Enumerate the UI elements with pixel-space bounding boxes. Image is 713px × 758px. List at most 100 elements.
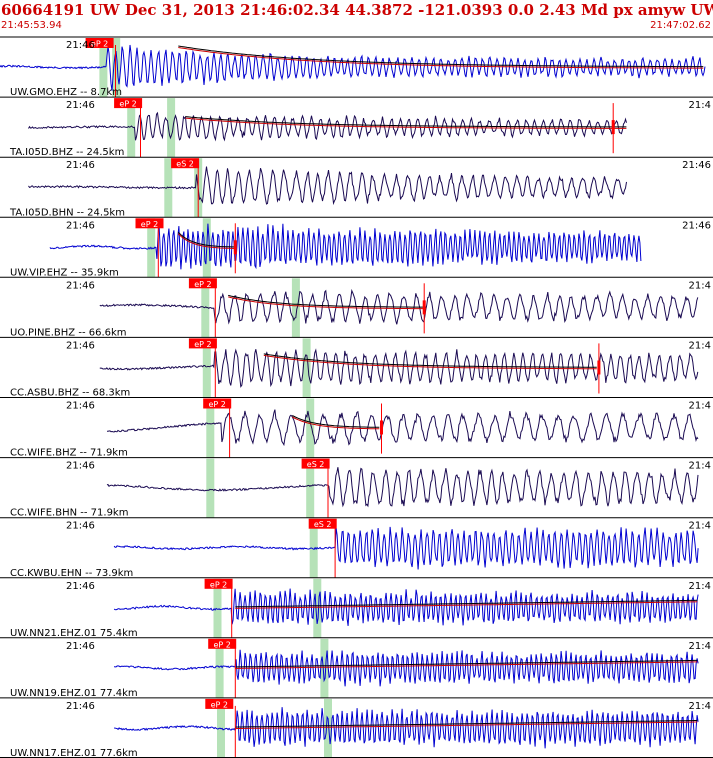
- waveform-trace: [99, 288, 699, 325]
- panel-time-label: 21:46: [66, 100, 95, 111]
- phase-pick-label: eS 2: [307, 460, 325, 469]
- coda-end-tick: [611, 120, 615, 135]
- panel-time-label: 21:46: [66, 40, 95, 51]
- coda-fit-line: [178, 47, 704, 69]
- waveform-trace: [113, 588, 699, 626]
- window-end-time: 21:47:02.62: [650, 20, 711, 31]
- station-label: TA.I05D.BHN -- 24.5km: [9, 207, 125, 218]
- coda-end-tick: [422, 300, 426, 315]
- window-start-time: 21:45:53.94: [1, 20, 62, 31]
- phase-pick-label: eP 2: [211, 700, 228, 709]
- panel-time-label: 21:46: [66, 160, 95, 171]
- waveform-trace: [49, 221, 642, 270]
- analysis-window-band: [302, 338, 311, 398]
- phase-pick-label: eP 2: [209, 400, 226, 409]
- waveform-trace: [107, 409, 699, 447]
- phase-pick-label: eP 2: [141, 220, 158, 229]
- panel-time-label-right: 21:4: [689, 280, 711, 291]
- analysis-window-band: [306, 458, 315, 518]
- analysis-window-band: [215, 638, 224, 698]
- station-label: UW.NN17.EHZ.01 77.6km: [10, 748, 138, 758]
- analysis-window-band: [167, 98, 176, 158]
- coda-end-tick: [233, 240, 237, 255]
- coda-envelope-line: [235, 720, 698, 728]
- coda-envelope-line: [185, 116, 627, 128]
- waveform-trace: [106, 467, 699, 508]
- phase-pick-box: [171, 158, 200, 169]
- analysis-window-band: [320, 638, 329, 698]
- waveform-trace: [113, 649, 699, 687]
- waveform-trace: [0, 44, 706, 91]
- coda-envelope-line: [228, 294, 427, 308]
- analysis-window-band: [213, 578, 222, 638]
- coda-end-tick: [380, 420, 383, 435]
- coda-fit-line: [235, 601, 698, 609]
- panel-time-label: 21:46: [66, 220, 95, 231]
- phase-pick-box: [308, 518, 337, 529]
- analysis-window-band: [306, 398, 315, 458]
- waveform-trace: [28, 166, 627, 206]
- analysis-window-band: [309, 518, 318, 578]
- coda-envelope-line: [235, 659, 698, 668]
- phase-pick-label: eP 2: [194, 280, 211, 289]
- coda-fit-line: [235, 661, 698, 669]
- coda-end-tick: [597, 360, 601, 375]
- panel-time-label: 21:46: [66, 280, 95, 291]
- station-label: CC.WIFE.BHN -- 71.9km: [10, 508, 128, 519]
- phase-pick-box: [208, 638, 237, 649]
- phase-pick-box: [188, 338, 217, 349]
- panel-time-label: 21:46: [66, 701, 95, 712]
- panel-time-label-right: 21:46: [682, 160, 711, 171]
- phase-pick-box: [301, 458, 330, 469]
- coda-fit-line: [263, 354, 597, 370]
- analysis-window-band: [99, 38, 108, 98]
- waveform-trace: [99, 348, 699, 388]
- station-label: UW.NN21.EHZ.01 75.4km: [10, 628, 138, 639]
- panel-time-label: 21:46: [66, 581, 95, 592]
- station-label: UW.VIP.EHZ -- 35.9km: [10, 267, 119, 278]
- phase-pick-box: [135, 218, 164, 229]
- analysis-window-band: [206, 398, 215, 458]
- station-label: CC.WIFE.BHZ -- 71.9km: [10, 448, 128, 459]
- coda-envelope-line: [292, 415, 380, 428]
- panel-time-label-right: 21:4: [689, 701, 711, 712]
- panel-time-label-right: 21:4: [689, 461, 711, 472]
- analysis-window-band: [127, 98, 136, 158]
- phase-pick-label: eS 2: [314, 520, 332, 529]
- phase-pick-label: eP 2: [214, 640, 231, 649]
- station-label: CC.KWBU.EHN -- 73.9km: [10, 568, 133, 579]
- panel-time-label-right: 21:46: [682, 220, 711, 231]
- panel-time-label: 21:46: [66, 521, 95, 532]
- panel-time-label-right: 21:4: [689, 521, 711, 532]
- panel-time-label: 21:46: [66, 641, 95, 652]
- panel-time-label-right: 21:4: [689, 100, 711, 111]
- coda-fit-line: [228, 296, 427, 310]
- analysis-window-band: [206, 458, 215, 518]
- phase-pick-box: [204, 578, 233, 589]
- panel-time-label-right: 21:4: [689, 581, 711, 592]
- coda-envelope-line: [177, 231, 236, 248]
- panel-time-label: 21:46: [66, 401, 95, 412]
- phase-pick-label: eP 2: [119, 100, 136, 109]
- station-label: TA.I05D.BHZ -- 24.5km: [9, 147, 124, 158]
- analysis-window-band: [291, 278, 300, 338]
- station-label: CC.ASBU.BHZ -- 68.3km: [10, 388, 130, 399]
- panel-time-label: 21:46: [66, 461, 95, 472]
- station-label: UO.PINE.BHZ -- 66.6km: [10, 327, 127, 338]
- phase-pick-box: [188, 278, 217, 289]
- waveform-trace: [113, 526, 699, 570]
- phase-pick-box: [205, 698, 234, 709]
- station-label: UW.GMO.EHZ -- 8.7km: [10, 87, 122, 98]
- panel-time-label: 21:46: [66, 340, 95, 351]
- phase-pick-label: eS 2: [176, 160, 194, 169]
- station-label: UW.NN19.EHZ.01 77.4km: [10, 688, 138, 699]
- panel-time-label-right: 21:4: [689, 641, 711, 652]
- analysis-window-band: [112, 38, 121, 98]
- panel-time-label-right: 21:4: [689, 401, 711, 412]
- coda-envelope-line: [235, 599, 698, 608]
- phase-pick-label: eP 2: [194, 340, 211, 349]
- phase-pick-label: eP 2: [210, 580, 227, 589]
- phase-pick-label: eP 2: [91, 40, 108, 49]
- phase-pick-box: [203, 398, 232, 409]
